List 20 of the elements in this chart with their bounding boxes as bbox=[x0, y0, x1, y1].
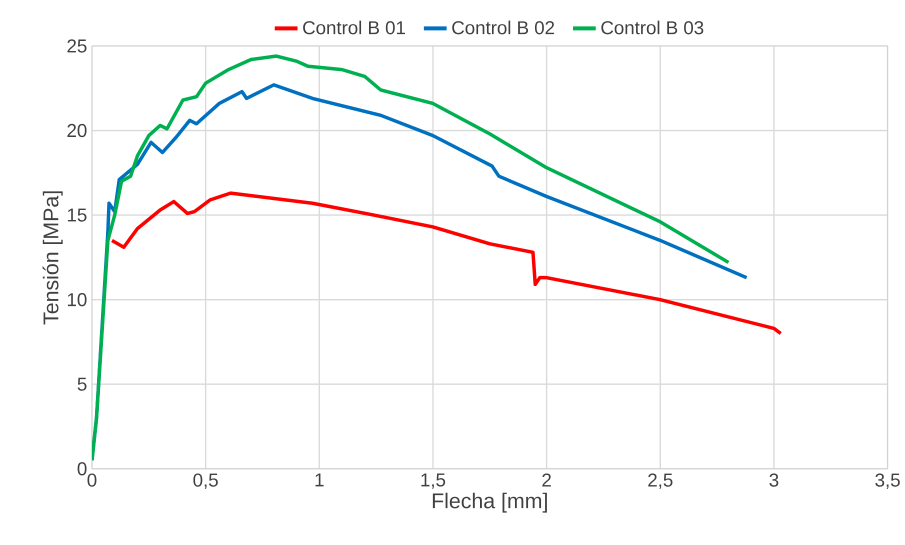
legend-label: Control B 03 bbox=[601, 20, 704, 34]
y-tick-label: 5 bbox=[78, 378, 86, 391]
x-tick-label: 1,5 bbox=[421, 474, 446, 489]
x-tick-label: 2 bbox=[542, 474, 551, 487]
legend-label: Control B 01 bbox=[303, 20, 405, 34]
x-tick-label: 1 bbox=[316, 474, 324, 486]
x-tick-label: 0 bbox=[88, 474, 96, 487]
x-tick-label: 2,5 bbox=[648, 474, 672, 490]
y-tick-label: 25 bbox=[67, 39, 86, 53]
y-tick-label: 15 bbox=[68, 208, 86, 222]
y-tick-label: 10 bbox=[68, 293, 87, 306]
x-tick-label: 0,5 bbox=[193, 474, 218, 490]
x-axis-title: Flecha [mm] bbox=[432, 492, 547, 513]
y-tick-label: 20 bbox=[67, 124, 87, 138]
x-tick-label: 3,5 bbox=[875, 474, 900, 490]
x-tick-label: 3 bbox=[769, 474, 778, 487]
legend-label: Control B 02 bbox=[452, 20, 554, 34]
line-series bbox=[110, 191, 782, 336]
y-tick-label: 0 bbox=[78, 462, 87, 476]
y-axis-title: Tensión [MPa] bbox=[42, 191, 63, 325]
